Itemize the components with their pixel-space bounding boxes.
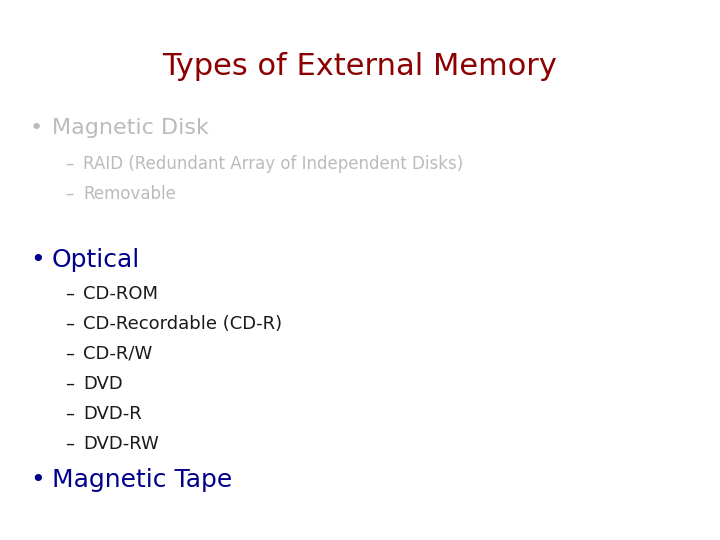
Text: DVD: DVD (83, 375, 122, 393)
Text: DVD-RW: DVD-RW (83, 435, 158, 453)
Text: CD-ROM: CD-ROM (83, 285, 158, 303)
Text: •: • (30, 248, 45, 272)
Text: Magnetic Disk: Magnetic Disk (52, 118, 209, 138)
Text: –: – (65, 405, 74, 423)
Text: –: – (65, 315, 74, 333)
Text: Magnetic Tape: Magnetic Tape (52, 468, 233, 492)
Text: Optical: Optical (52, 248, 140, 272)
Text: Removable: Removable (83, 185, 176, 203)
Text: •: • (30, 118, 43, 138)
Text: •: • (30, 468, 45, 492)
Text: –: – (65, 375, 74, 393)
Text: –: – (65, 435, 74, 453)
Text: –: – (65, 155, 73, 173)
Text: Types of External Memory: Types of External Memory (163, 52, 557, 81)
Text: –: – (65, 185, 73, 203)
Text: CD-R/W: CD-R/W (83, 345, 152, 363)
Text: –: – (65, 345, 74, 363)
Text: DVD-R: DVD-R (83, 405, 142, 423)
Text: –: – (65, 285, 74, 303)
Text: CD-Recordable (CD-R): CD-Recordable (CD-R) (83, 315, 282, 333)
Text: RAID (Redundant Array of Independent Disks): RAID (Redundant Array of Independent Dis… (83, 155, 463, 173)
